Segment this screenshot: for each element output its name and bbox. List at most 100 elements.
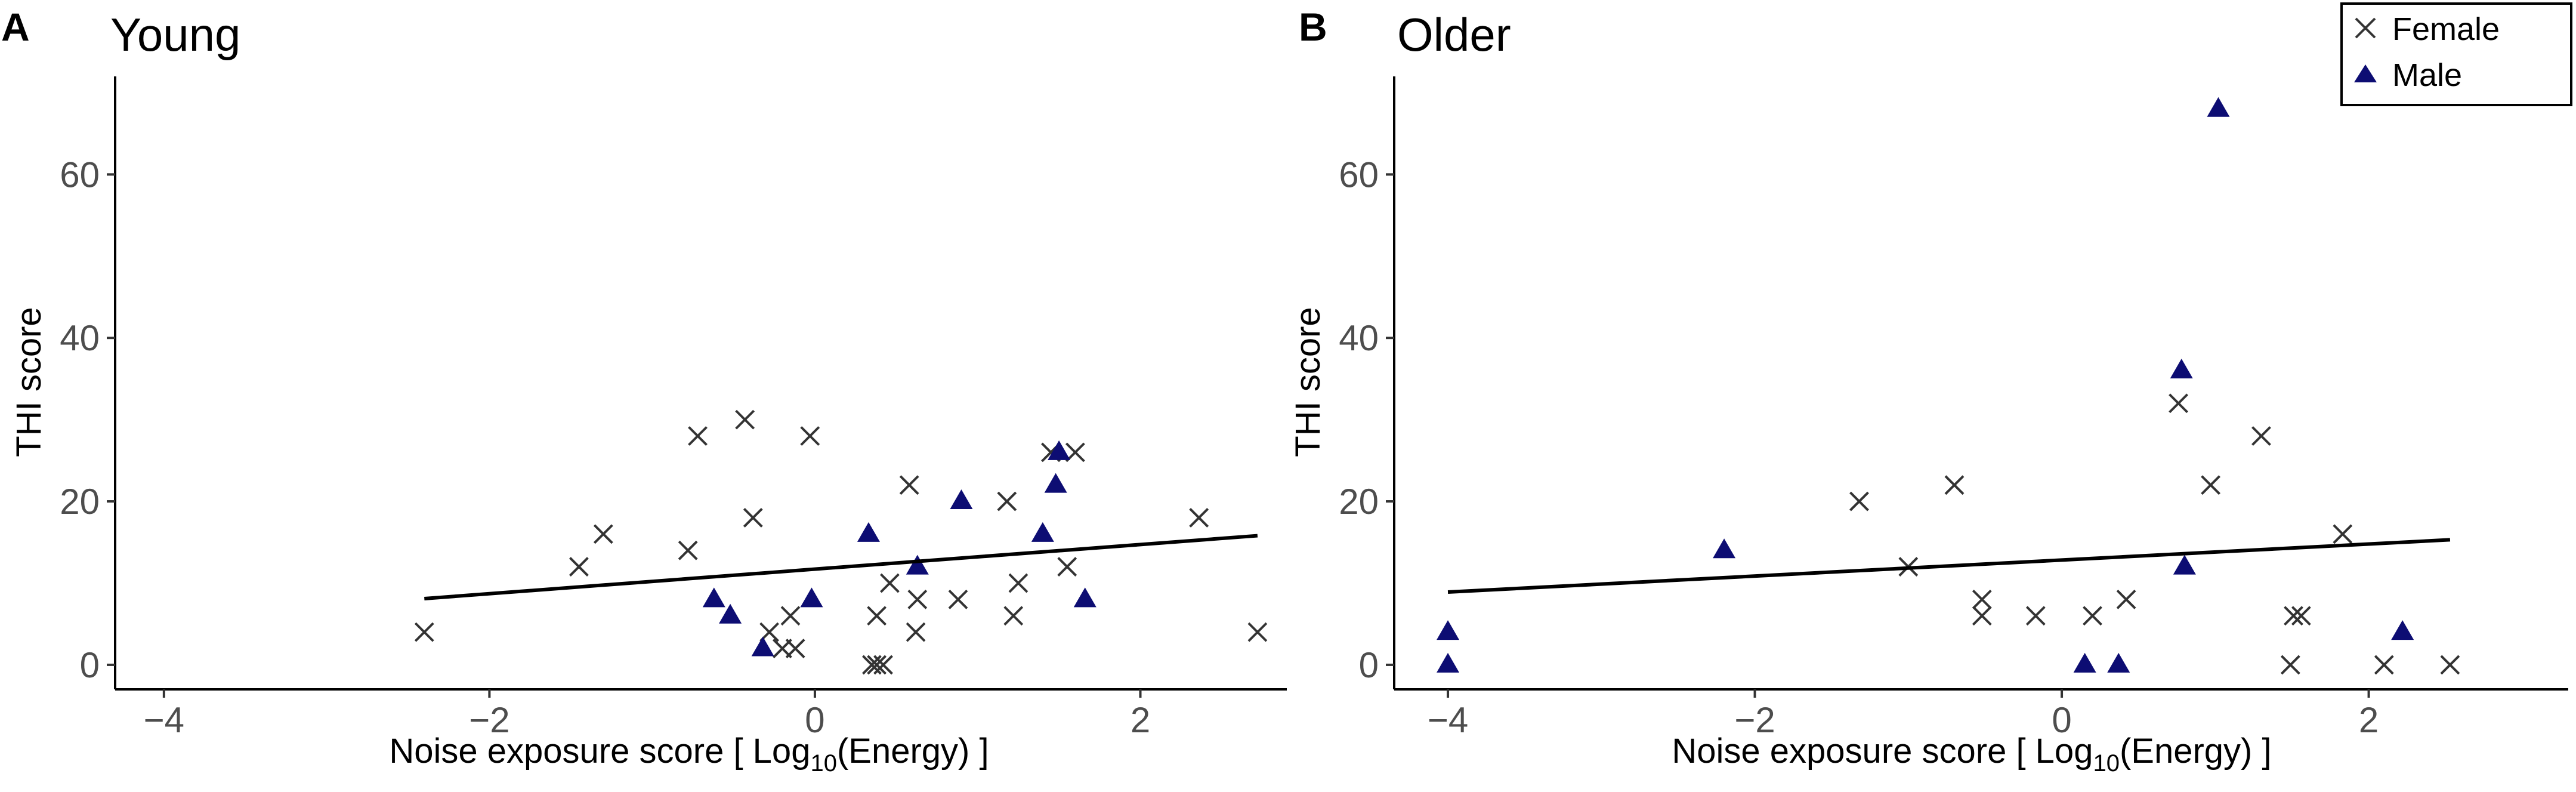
female-point xyxy=(906,622,926,642)
data-points xyxy=(414,409,1268,675)
cross-stroke xyxy=(867,655,887,675)
male-point xyxy=(1073,587,1097,608)
data-points xyxy=(1437,97,2460,675)
male-point xyxy=(1437,620,1460,640)
female-point xyxy=(743,508,763,528)
female-point xyxy=(569,557,589,577)
panel-title-young: Young xyxy=(110,8,240,61)
cross-stroke xyxy=(1849,491,1869,511)
male-point xyxy=(2170,358,2193,378)
y-tick-label: 20 xyxy=(60,482,100,522)
female-point xyxy=(1189,508,1209,528)
male-point xyxy=(1044,473,1067,493)
triangle-icon xyxy=(2354,64,2377,82)
female-point xyxy=(1944,475,1965,495)
legend-box xyxy=(2340,2,2572,106)
male-point xyxy=(2073,652,2096,673)
cross-stroke xyxy=(780,606,801,626)
female-point xyxy=(1008,573,1028,593)
female-point xyxy=(997,491,1017,511)
cross-stroke xyxy=(1944,475,1965,495)
y-axis-title: THI score xyxy=(1289,307,1327,457)
male-point xyxy=(2107,652,2130,673)
female-point xyxy=(948,589,968,609)
cross-stroke xyxy=(2284,606,2303,626)
y-axis-title: THI score xyxy=(10,307,48,457)
female-point xyxy=(593,524,613,544)
female-point xyxy=(2169,393,2188,414)
male-point xyxy=(1713,538,1736,559)
y-tick-label: 0 xyxy=(1359,645,1379,685)
cross-stroke xyxy=(2280,655,2300,675)
cross-stroke xyxy=(948,589,968,609)
male-point xyxy=(800,587,823,608)
female-point xyxy=(2291,606,2311,626)
x-tick-label: 0 xyxy=(805,700,824,740)
female-point xyxy=(1065,442,1085,463)
male-point xyxy=(2207,97,2230,117)
female-point xyxy=(780,606,801,626)
y-tick-label: 60 xyxy=(60,155,100,195)
cross-stroke xyxy=(593,524,613,544)
legend-item-female: Female xyxy=(2355,11,2500,47)
female-point xyxy=(1003,606,1024,626)
x-axis-title: Noise exposure score [ Log10(Energy) ] xyxy=(1672,732,2271,776)
cross-stroke xyxy=(899,475,919,495)
cross-stroke xyxy=(785,639,805,658)
female-point xyxy=(1057,557,1077,577)
cross-stroke xyxy=(735,409,755,430)
female-point xyxy=(1849,491,1869,511)
male-point xyxy=(2391,620,2414,640)
y-tick-label: 0 xyxy=(80,645,100,685)
female-point xyxy=(2333,524,2353,544)
cross-icon-stroke xyxy=(2355,17,2376,39)
y-ticks: 0 20 40 60 xyxy=(60,155,115,685)
legend-item-male: Male xyxy=(2354,57,2462,93)
cross-stroke xyxy=(2169,393,2188,414)
panel-young: A Young 0 20 40 60 −4 −2 0 2 Noise exposure sc… xyxy=(1,5,1287,776)
female-point xyxy=(2280,655,2300,675)
male-point xyxy=(857,522,880,542)
male-point xyxy=(1031,522,1054,542)
x-ticks: −4 −2 0 2 xyxy=(144,689,1150,740)
male-point xyxy=(906,554,929,575)
panel-letter-a: A xyxy=(1,5,30,49)
cross-icon xyxy=(2355,17,2376,39)
x-tick-label: −4 xyxy=(144,700,184,740)
cross-stroke xyxy=(1008,573,1028,593)
y-tick-label: 60 xyxy=(1339,155,1379,195)
cross-stroke xyxy=(2333,524,2353,544)
female-point xyxy=(2440,655,2460,675)
cross-stroke xyxy=(1247,622,1268,642)
male-point xyxy=(751,636,774,657)
cross-stroke xyxy=(2116,589,2136,609)
cross-stroke xyxy=(2291,606,2311,626)
fit-line xyxy=(1447,538,2451,594)
legend: Female Male xyxy=(2340,2,2572,106)
male-point xyxy=(1437,652,1460,673)
cross-stroke xyxy=(907,589,928,609)
cross-stroke xyxy=(1972,589,1992,609)
cross-stroke xyxy=(2201,475,2221,495)
cross-stroke xyxy=(867,606,887,626)
female-point xyxy=(800,426,820,446)
x-tick-label: 0 xyxy=(2052,700,2071,740)
fit-line xyxy=(424,534,1258,600)
x-axis-title-subscript: 10 xyxy=(810,750,837,776)
x-axis-title-main: Noise exposure score [ Log xyxy=(389,732,810,771)
x-axis-title-main: Noise exposure score [ Log xyxy=(1672,732,2093,771)
female-point xyxy=(735,409,755,430)
male-point xyxy=(2173,554,2196,575)
cross-stroke xyxy=(743,508,763,528)
y-tick-label: 40 xyxy=(1339,318,1379,358)
female-point xyxy=(867,606,887,626)
cross-stroke xyxy=(1972,606,1992,626)
x-tick-label: 2 xyxy=(1131,700,1150,740)
cross-stroke xyxy=(569,557,589,577)
y-ticks: 0 20 40 60 xyxy=(1339,155,1394,685)
female-point xyxy=(2284,606,2303,626)
cross-stroke xyxy=(2251,426,2271,446)
female-point xyxy=(414,622,434,642)
x-tick-label: −2 xyxy=(1734,700,1775,740)
